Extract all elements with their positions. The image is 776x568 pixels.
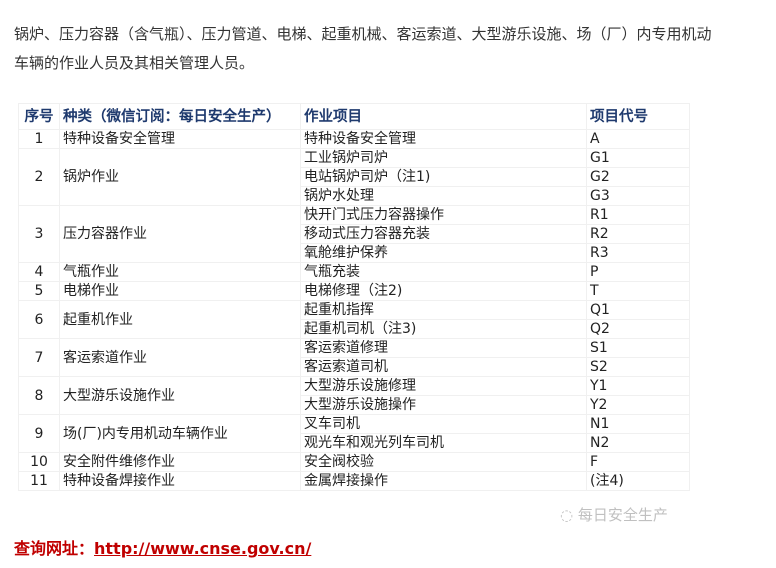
row-code: G2 <box>586 167 690 187</box>
row-category: 场(厂)内专用机动车辆作业 <box>59 414 301 453</box>
row-category: 特种设备焊接作业 <box>59 471 301 491</box>
row-number: 4 <box>18 262 60 282</box>
query-label: 查询网址： <box>14 539 95 558</box>
row-category: 压力容器作业 <box>59 205 301 263</box>
row-item: 工业锅炉司炉 <box>300 148 587 168</box>
row-code: Q2 <box>586 319 690 339</box>
row-item: 氧舱维护保养 <box>300 243 587 263</box>
header-category: 种类（微信订阅：每日安全生产） <box>59 103 301 130</box>
table-row: 3 压力容器作业 快开门式压力容器操作 R1 <box>18 205 690 263</box>
row-number: 1 <box>18 129 60 149</box>
row-item: 安全阀校验 <box>300 452 587 472</box>
row-item: 起重机指挥 <box>300 300 587 320</box>
table-row: 11 特种设备焊接作业 金属焊接操作 (注4) <box>18 471 690 491</box>
header-code: 项目代号 <box>586 103 690 130</box>
table-row: 4 气瓶作业 气瓶充装 P <box>18 262 690 282</box>
table-row: 2 锅炉作业 工业锅炉司炉 G1 <box>18 148 690 206</box>
header-no: 序号 <box>18 103 60 130</box>
table-header-row: 序号 种类（微信订阅：每日安全生产） 作业项目 项目代号 <box>18 103 690 130</box>
table-row: 5 电梯作业 电梯修理（注2) T <box>18 281 690 301</box>
query-link[interactable]: http://www.cnse.gov.cn/ <box>94 539 312 558</box>
table-row: 大型游乐设施操作 Y2 <box>19 395 690 415</box>
row-item: 金属焊接操作 <box>300 471 587 491</box>
row-number: 9 <box>18 414 60 453</box>
row-code: N2 <box>586 433 690 453</box>
row-code: P <box>586 262 690 282</box>
row-item: 大型游乐设施操作 <box>300 395 587 415</box>
row-item: 叉车司机 <box>300 414 587 434</box>
table-row: 6 起重机作业 起重机指挥 Q1 <box>18 300 690 339</box>
table-row: 8 大型游乐设施作业 大型游乐设施修理 Y1 <box>18 376 690 415</box>
row-number: 3 <box>18 205 60 263</box>
row-code: G1 <box>586 148 690 168</box>
row-number: 7 <box>18 338 60 377</box>
table-row: 1 特种设备安全管理 特种设备安全管理 A <box>18 129 690 149</box>
row-code: Y2 <box>586 395 690 415</box>
row-category: 起重机作业 <box>59 300 301 339</box>
wechat-icon: ◌ <box>560 506 578 524</box>
row-code: S2 <box>586 357 690 377</box>
table-body: 1 特种设备安全管理 特种设备安全管理 A 2 锅炉作业 工业锅炉司炉 G1 电站锅炉司炉（注1… <box>18 129 690 491</box>
table-row: 观光车和观光列车司机 N2 <box>19 433 690 453</box>
row-item: 特种设备安全管理 <box>300 129 587 149</box>
row-code: Y1 <box>586 376 690 396</box>
intro-paragraph: 锅炉、压力容器（含气瓶）、压力管道、电梯、起重机械、客运索道、大型游乐设施、场（… <box>14 25 712 72</box>
table-row: 起重机司机（注3) Q2 <box>19 319 690 339</box>
row-number: 2 <box>18 148 60 206</box>
row-category: 气瓶作业 <box>59 262 301 282</box>
table-row: 7 客运索道作业 客运索道修理 S1 <box>18 338 690 377</box>
table-row: 移动式压力容器充装 R2 <box>19 224 690 244</box>
row-category: 客运索道作业 <box>59 338 301 377</box>
row-category: 锅炉作业 <box>59 148 301 206</box>
row-item: 电梯修理（注2) <box>300 281 587 301</box>
row-category: 大型游乐设施作业 <box>59 376 301 415</box>
watermark: ◌ 每日安全生产 <box>560 506 668 524</box>
row-number: 10 <box>18 452 60 472</box>
row-code: (注4) <box>586 471 690 491</box>
row-code: R3 <box>586 243 690 263</box>
row-item: 电站锅炉司炉（注1) <box>300 167 587 187</box>
query-line: 查询网址：http://www.cnse.gov.cn/ <box>14 535 311 559</box>
row-code: N1 <box>586 414 690 434</box>
row-item: 客运索道修理 <box>300 338 587 358</box>
row-code: F <box>586 452 690 472</box>
row-item: 锅炉水处理 <box>300 186 587 206</box>
row-item: 移动式压力容器充装 <box>300 224 587 244</box>
row-number: 11 <box>18 471 60 491</box>
row-code: G3 <box>586 186 690 206</box>
watermark-text: 每日安全生产 <box>577 506 668 524</box>
table-row: 10 安全附件维修作业 安全阀校验 F <box>18 452 690 472</box>
row-category: 电梯作业 <box>59 281 301 301</box>
row-item: 观光车和观光列车司机 <box>300 433 587 453</box>
row-item: 起重机司机（注3) <box>300 319 587 339</box>
row-category: 特种设备安全管理 <box>59 129 301 149</box>
row-code: S1 <box>586 338 690 358</box>
row-code: R2 <box>586 224 690 244</box>
row-number: 8 <box>18 376 60 415</box>
row-code: R1 <box>586 205 690 225</box>
table-row: 9 场(厂)内专用机动车辆作业 叉车司机 N1 <box>18 414 690 453</box>
row-code: Q1 <box>586 300 690 320</box>
row-number: 6 <box>18 300 60 339</box>
row-item: 大型游乐设施修理 <box>300 376 587 396</box>
row-code: A <box>586 129 690 149</box>
row-item: 气瓶充装 <box>300 262 587 282</box>
operator-category-table: 序号 种类（微信订阅：每日安全生产） 作业项目 项目代号 1 特种设备安全管理 特种… <box>18 103 690 491</box>
row-category: 安全附件维修作业 <box>59 452 301 472</box>
row-number: 5 <box>18 281 60 301</box>
row-code: T <box>586 281 690 301</box>
row-item: 快开门式压力容器操作 <box>300 205 587 225</box>
header-item: 作业项目 <box>300 103 587 130</box>
row-item: 客运索道司机 <box>300 357 587 377</box>
